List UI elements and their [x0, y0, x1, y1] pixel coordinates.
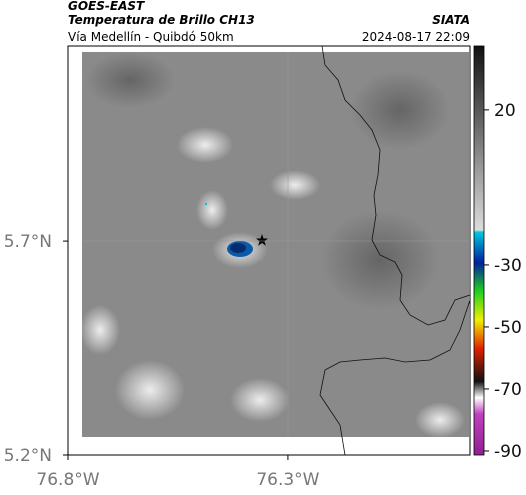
- colorbar: [473, 45, 485, 456]
- region: Vía Medellín - Quibdó 50km: [68, 30, 234, 44]
- colorbar-tick-label: -70: [494, 380, 522, 400]
- x-tick-label: 76.3°W: [256, 470, 319, 490]
- y-tick-label: 5.2°N: [4, 446, 52, 466]
- y-tick-label: 5.7°N: [4, 232, 52, 252]
- colorbar-tick-label: -90: [494, 442, 522, 462]
- colorbar-tick-label: -30: [494, 256, 522, 276]
- satellite-image: [67, 45, 471, 456]
- colorbar-tick-label: -50: [494, 318, 522, 338]
- satellite: GOES-EAST: [68, 0, 145, 13]
- datetime: 2024-08-17 22:09: [362, 30, 470, 44]
- source: SIATA: [432, 13, 470, 27]
- x-tick-label: 76.8°W: [36, 470, 99, 490]
- colorbar-tick-label: 20: [494, 101, 516, 121]
- product: Temperatura de Brillo CH13: [68, 13, 255, 27]
